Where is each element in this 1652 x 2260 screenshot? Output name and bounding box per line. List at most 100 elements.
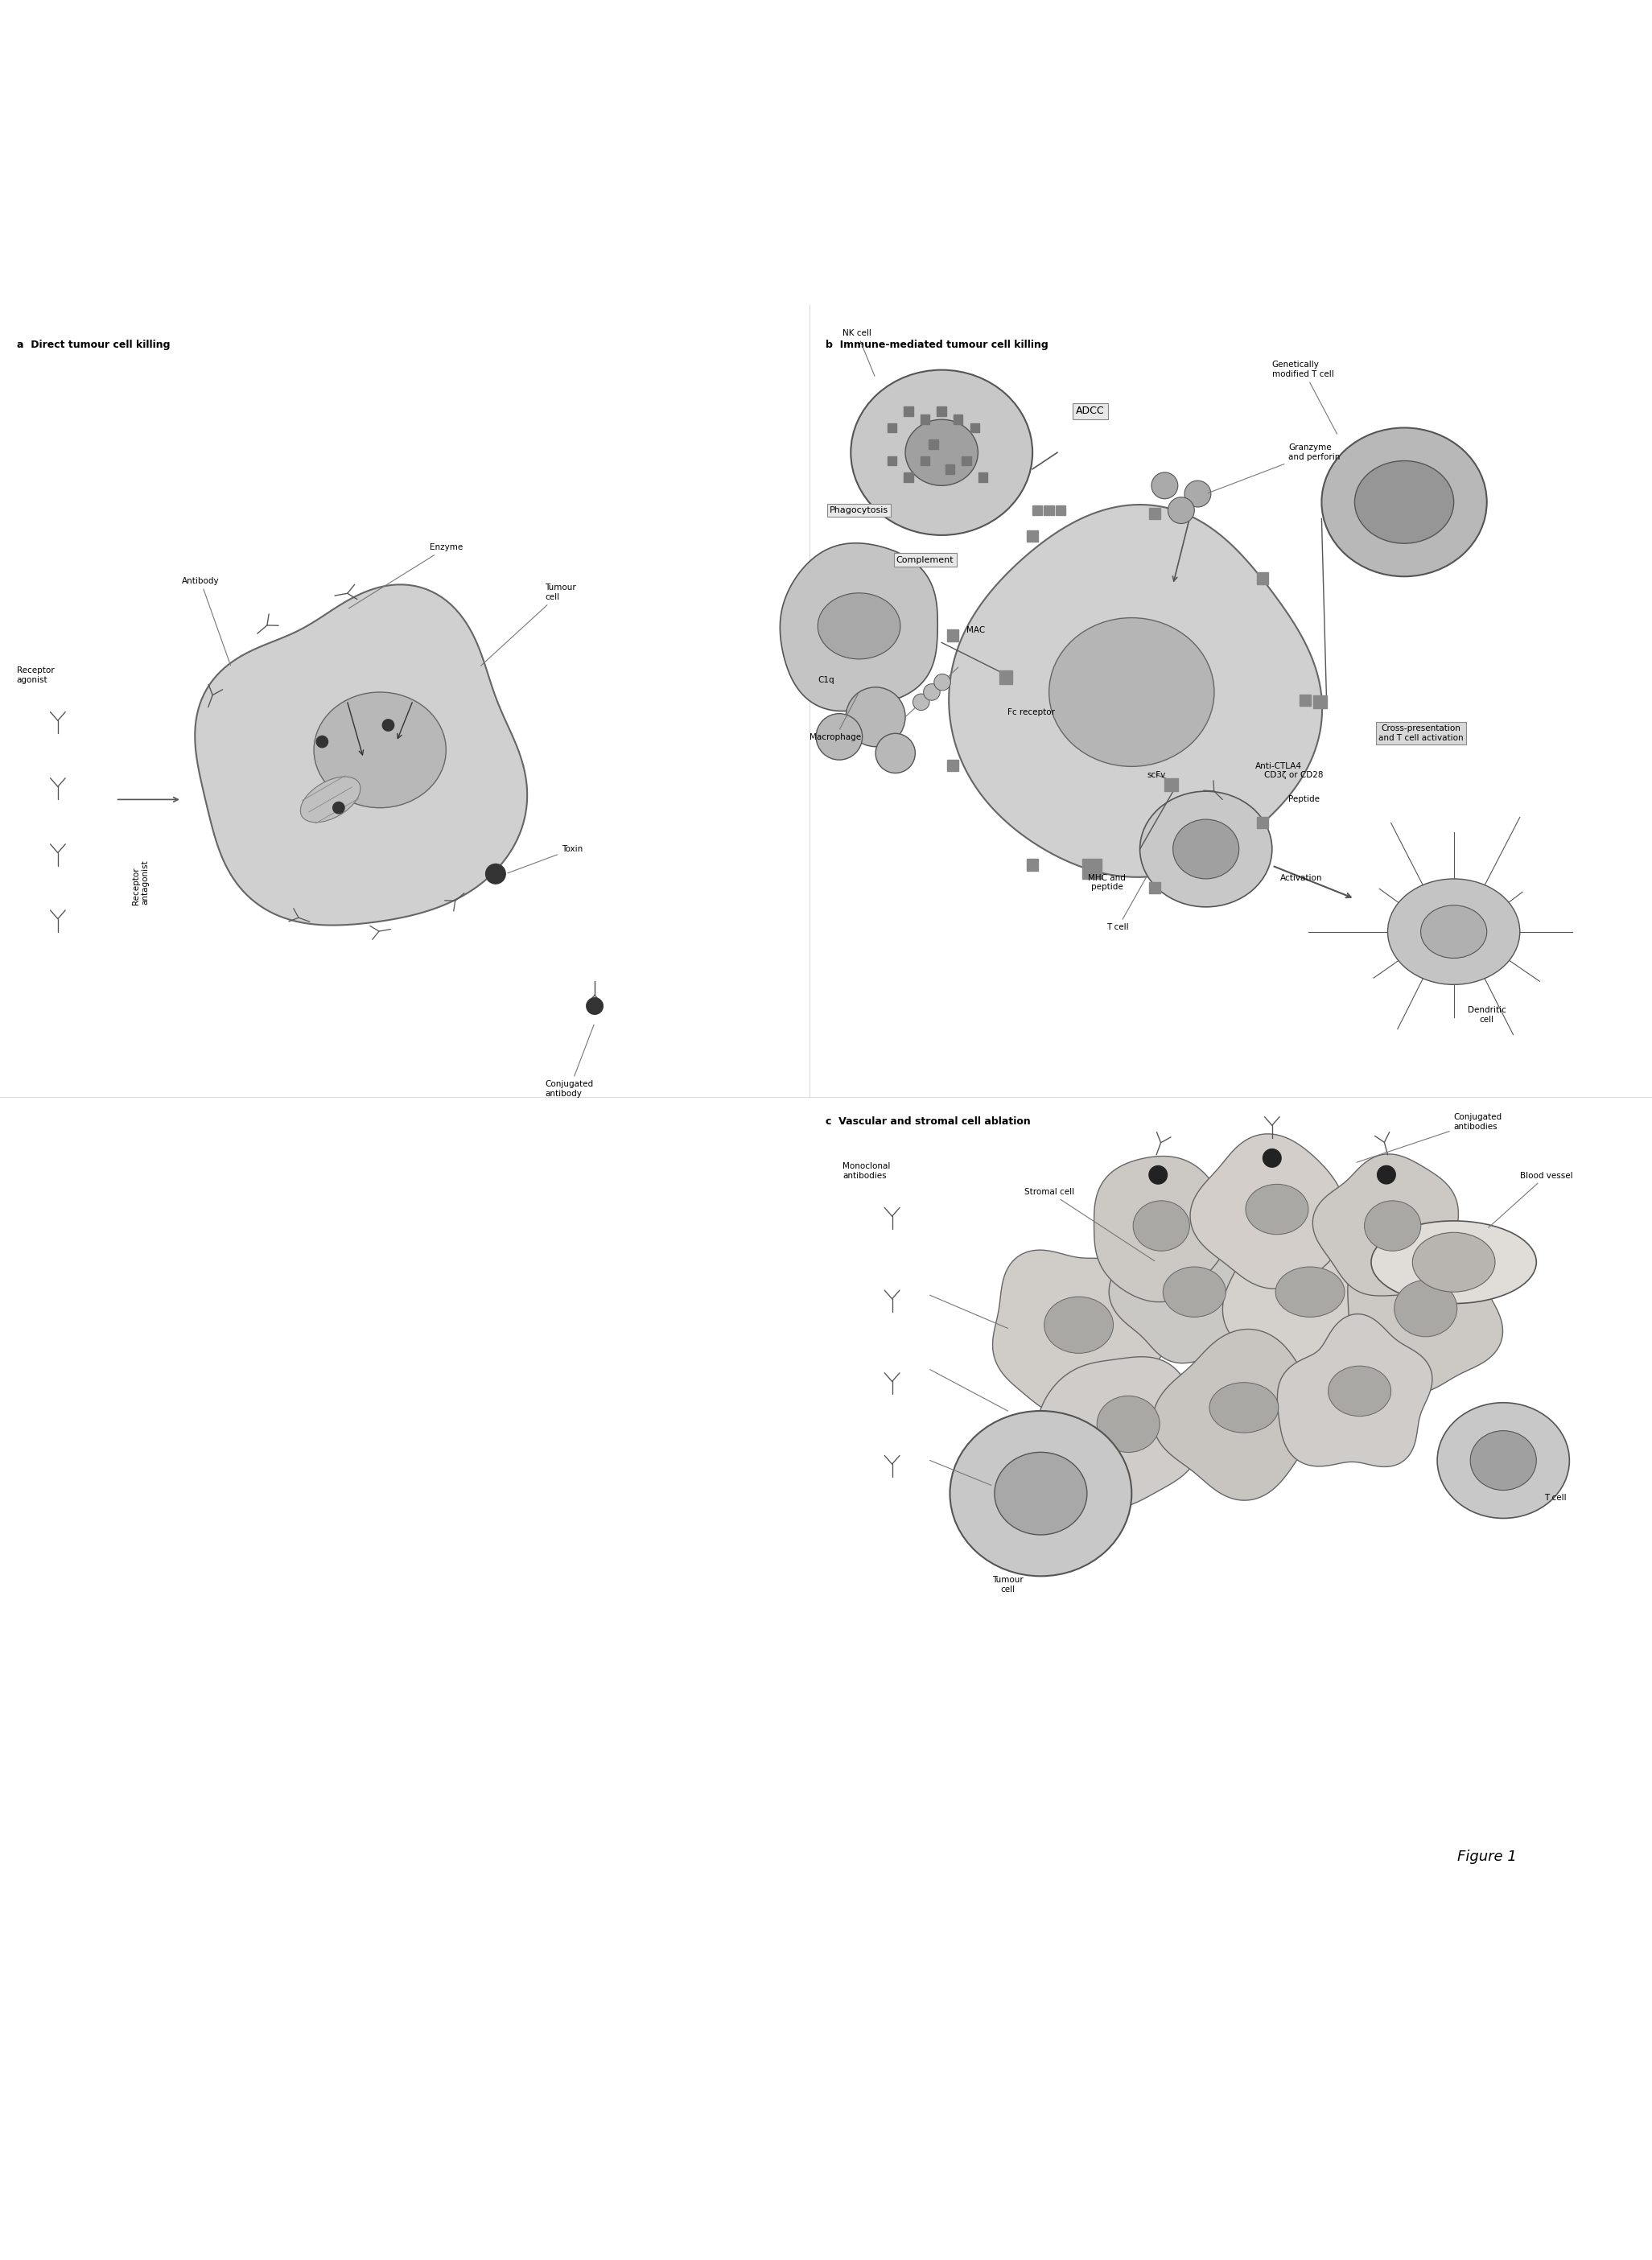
- Circle shape: [1184, 481, 1211, 506]
- Bar: [1056, 506, 1066, 515]
- Ellipse shape: [1470, 1431, 1536, 1489]
- Text: CD3ζ or CD28: CD3ζ or CD28: [1264, 771, 1323, 780]
- Polygon shape: [1277, 1313, 1432, 1467]
- Text: Granzyme
and perforin: Granzyme and perforin: [1208, 443, 1340, 493]
- Polygon shape: [1189, 1135, 1346, 1288]
- Bar: [904, 472, 914, 481]
- Ellipse shape: [1421, 906, 1487, 958]
- Text: Macrophage: Macrophage: [809, 694, 861, 741]
- Circle shape: [876, 734, 915, 773]
- Polygon shape: [780, 542, 938, 712]
- Text: Figure 1: Figure 1: [1457, 1849, 1517, 1864]
- Polygon shape: [1313, 1155, 1459, 1295]
- Text: Conjugated
antibodies: Conjugated antibodies: [1356, 1112, 1502, 1162]
- Polygon shape: [1348, 1232, 1503, 1394]
- Bar: [887, 423, 897, 432]
- Circle shape: [383, 719, 395, 730]
- Text: Enzyme: Enzyme: [349, 545, 463, 608]
- Circle shape: [933, 673, 950, 692]
- Text: Blood vessel: Blood vessel: [1488, 1171, 1573, 1227]
- Bar: [945, 466, 955, 475]
- Circle shape: [332, 802, 345, 814]
- Ellipse shape: [1246, 1184, 1308, 1234]
- Bar: [999, 671, 1013, 685]
- Ellipse shape: [995, 1453, 1087, 1535]
- Text: Toxin: Toxin: [507, 845, 583, 872]
- Bar: [904, 407, 914, 416]
- Text: ADCC: ADCC: [1075, 407, 1105, 416]
- Bar: [1257, 572, 1269, 583]
- Polygon shape: [993, 1250, 1166, 1417]
- Ellipse shape: [1097, 1397, 1160, 1453]
- Bar: [1150, 508, 1161, 520]
- Ellipse shape: [1412, 1232, 1495, 1293]
- Bar: [1082, 859, 1102, 879]
- Text: Genetically
modified T cell: Genetically modified T cell: [1272, 362, 1336, 434]
- Ellipse shape: [1394, 1279, 1457, 1336]
- Bar: [947, 631, 958, 642]
- Circle shape: [816, 714, 862, 759]
- Circle shape: [586, 999, 603, 1015]
- Bar: [953, 416, 963, 425]
- Text: c  Vascular and stromal cell ablation: c Vascular and stromal cell ablation: [826, 1116, 1031, 1128]
- Bar: [1044, 506, 1054, 515]
- Text: Fc receptor: Fc receptor: [1008, 710, 1056, 716]
- Ellipse shape: [301, 777, 360, 823]
- Circle shape: [317, 737, 327, 748]
- Ellipse shape: [1275, 1268, 1345, 1318]
- Text: Phagocytosis: Phagocytosis: [829, 506, 889, 515]
- Text: NK cell: NK cell: [843, 328, 874, 375]
- Bar: [1165, 777, 1178, 791]
- Polygon shape: [1153, 1329, 1315, 1501]
- Ellipse shape: [1140, 791, 1272, 906]
- Text: a  Direct tumour cell killing: a Direct tumour cell killing: [17, 339, 170, 350]
- Ellipse shape: [1437, 1403, 1569, 1519]
- Text: Conjugated
antibody: Conjugated antibody: [545, 1024, 595, 1098]
- Text: Tumour
cell: Tumour cell: [993, 1575, 1023, 1593]
- Text: Stromal cell: Stromal cell: [1024, 1189, 1155, 1261]
- Ellipse shape: [1371, 1220, 1536, 1304]
- Bar: [1150, 881, 1161, 893]
- Text: b  Immune-mediated tumour cell killing: b Immune-mediated tumour cell killing: [826, 339, 1049, 350]
- Polygon shape: [195, 585, 527, 924]
- Circle shape: [486, 863, 506, 884]
- Ellipse shape: [1388, 879, 1520, 985]
- Circle shape: [846, 687, 905, 746]
- Ellipse shape: [1049, 617, 1214, 766]
- Ellipse shape: [818, 592, 900, 660]
- Bar: [978, 472, 988, 481]
- Ellipse shape: [1355, 461, 1454, 542]
- Text: Cross-presentation
and T cell activation: Cross-presentation and T cell activation: [1378, 725, 1464, 741]
- Bar: [1032, 506, 1042, 515]
- Text: T cell: T cell: [1545, 1494, 1566, 1501]
- Bar: [1257, 816, 1269, 829]
- Circle shape: [923, 685, 940, 701]
- Ellipse shape: [1322, 427, 1487, 576]
- Circle shape: [1168, 497, 1194, 524]
- Bar: [937, 407, 947, 416]
- Bar: [1300, 694, 1312, 705]
- Ellipse shape: [1173, 820, 1239, 879]
- Text: Activation: Activation: [1280, 875, 1323, 881]
- Polygon shape: [1094, 1157, 1229, 1302]
- Ellipse shape: [950, 1410, 1132, 1575]
- Circle shape: [1378, 1166, 1396, 1184]
- Text: scFv: scFv: [1146, 771, 1166, 780]
- Polygon shape: [1036, 1356, 1201, 1510]
- Text: Monoclonal
antibodies: Monoclonal antibodies: [843, 1162, 890, 1180]
- Ellipse shape: [1365, 1200, 1421, 1252]
- Polygon shape: [1222, 1214, 1391, 1372]
- Ellipse shape: [1328, 1365, 1391, 1417]
- Text: Tumour
cell: Tumour cell: [481, 583, 577, 667]
- Ellipse shape: [1209, 1383, 1279, 1433]
- Text: Antibody: Antibody: [182, 576, 231, 664]
- Bar: [920, 416, 930, 425]
- Bar: [947, 759, 958, 771]
- Ellipse shape: [314, 692, 446, 807]
- Circle shape: [1150, 1166, 1168, 1184]
- Text: Complement: Complement: [897, 556, 953, 565]
- Bar: [928, 441, 938, 450]
- Bar: [1028, 859, 1039, 870]
- Ellipse shape: [1044, 1297, 1113, 1354]
- Text: Peptide: Peptide: [1289, 796, 1320, 805]
